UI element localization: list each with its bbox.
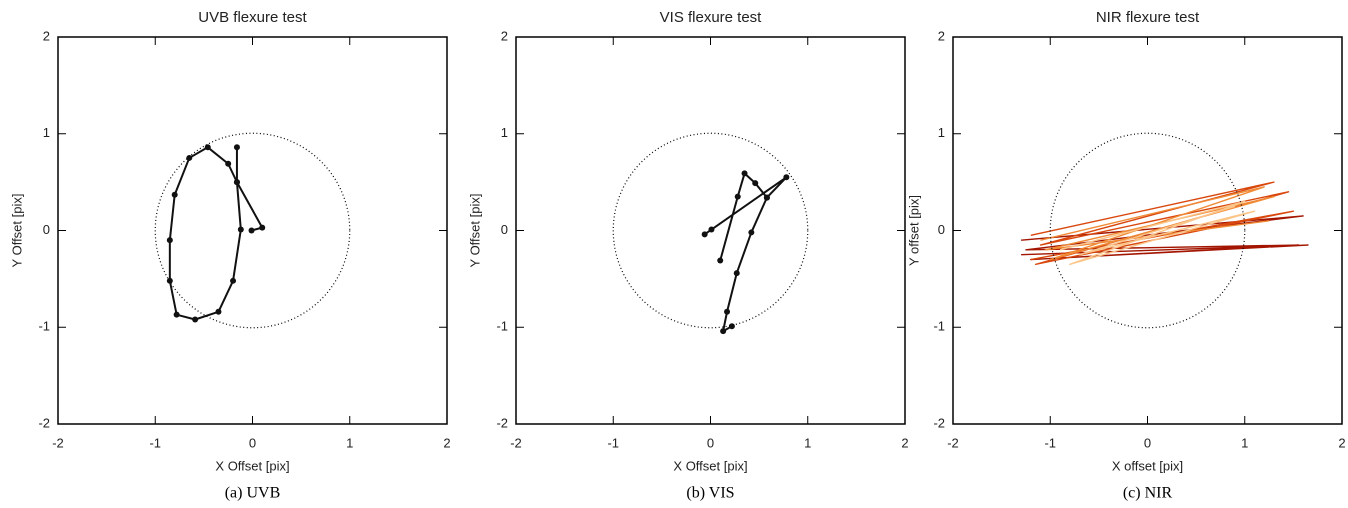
data-point bbox=[741, 170, 748, 177]
plot-frame bbox=[952, 36, 1343, 425]
x-tick-label: 2 bbox=[443, 435, 450, 450]
y-axis-label: Y offset [pix] bbox=[906, 195, 921, 266]
x-axis-label: X offset [pix] bbox=[1112, 458, 1183, 473]
data-point bbox=[748, 229, 755, 236]
reference-circle bbox=[612, 132, 809, 329]
data-point bbox=[728, 323, 735, 330]
x-tick-label: -1 bbox=[149, 435, 161, 450]
x-tick-label: 1 bbox=[346, 435, 353, 450]
data-point bbox=[230, 277, 237, 284]
chart-title: VIS flexure test bbox=[660, 9, 763, 26]
x-tick-label: 0 bbox=[1144, 435, 1151, 450]
data-point bbox=[248, 227, 255, 234]
x-axis-label: X Offset [pix] bbox=[215, 458, 289, 473]
y-tick-label: 0 bbox=[501, 222, 508, 237]
series-line bbox=[168, 146, 264, 321]
data-point bbox=[724, 308, 731, 315]
data-point bbox=[166, 237, 173, 244]
x-tick-label: -2 bbox=[947, 435, 959, 450]
x-tick-label: 0 bbox=[707, 435, 714, 450]
y-tick-label: 1 bbox=[938, 125, 945, 140]
y-tick-label: 0 bbox=[43, 222, 50, 237]
data-point bbox=[225, 160, 232, 167]
y-tick-label: 2 bbox=[938, 28, 945, 43]
y-axis-label: Y Offset [pix] bbox=[9, 194, 24, 268]
reference-circle bbox=[154, 132, 351, 329]
x-tick-label: 0 bbox=[249, 435, 256, 450]
y-tick-label: -1 bbox=[38, 319, 50, 334]
chart-title: NIR flexure test bbox=[1096, 9, 1200, 26]
data-point bbox=[733, 270, 740, 277]
data-point bbox=[752, 180, 759, 187]
series-line bbox=[1059, 200, 1256, 266]
y-tick-label: -2 bbox=[496, 415, 508, 430]
x-tick-label: -2 bbox=[52, 435, 64, 450]
y-tick-label: -2 bbox=[933, 415, 945, 430]
caption: (c) NIR bbox=[1123, 485, 1173, 502]
data-point bbox=[171, 191, 178, 198]
y-tick-label: -1 bbox=[496, 319, 508, 334]
y-tick-label: 1 bbox=[43, 125, 50, 140]
caption: (b) VIS bbox=[686, 485, 734, 502]
data-point bbox=[763, 194, 770, 201]
x-tick-label: -2 bbox=[510, 435, 522, 450]
y-tick-label: 1 bbox=[501, 125, 508, 140]
data-point bbox=[237, 226, 244, 233]
data-point bbox=[233, 144, 240, 151]
x-axis-label: X Offset [pix] bbox=[673, 458, 747, 473]
data-point bbox=[720, 328, 727, 335]
series-line bbox=[1040, 186, 1275, 261]
data-point bbox=[233, 179, 240, 186]
data-point bbox=[204, 144, 211, 151]
data-point bbox=[783, 174, 790, 181]
data-point bbox=[734, 193, 741, 200]
x-tick-label: 1 bbox=[1241, 435, 1248, 450]
data-point bbox=[717, 257, 724, 264]
reference-circle bbox=[1049, 132, 1246, 329]
x-tick-label: -1 bbox=[607, 435, 619, 450]
chart-title: UVB flexure test bbox=[198, 9, 307, 26]
x-tick-label: 2 bbox=[901, 435, 908, 450]
data-point bbox=[708, 226, 715, 233]
data-point bbox=[259, 224, 266, 231]
series-line bbox=[1030, 181, 1295, 266]
caption: (a) UVB bbox=[225, 485, 281, 502]
x-tick-label: -1 bbox=[1044, 435, 1056, 450]
data-point bbox=[186, 154, 193, 161]
y-tick-label: 2 bbox=[43, 28, 50, 43]
y-tick-label: -2 bbox=[38, 415, 50, 430]
data-point bbox=[166, 277, 173, 284]
data-point bbox=[701, 231, 708, 238]
y-axis-label: Y Offset [pix] bbox=[467, 194, 482, 268]
y-tick-label: 0 bbox=[938, 222, 945, 237]
y-tick-label: 2 bbox=[501, 28, 508, 43]
data-point bbox=[215, 308, 222, 315]
x-tick-label: 2 bbox=[1338, 435, 1345, 450]
y-tick-label: -1 bbox=[933, 319, 945, 334]
series-line bbox=[1021, 215, 1309, 261]
x-tick-label: 1 bbox=[804, 435, 811, 450]
series-line bbox=[704, 172, 788, 333]
data-point bbox=[173, 311, 180, 318]
data-point bbox=[192, 316, 199, 323]
